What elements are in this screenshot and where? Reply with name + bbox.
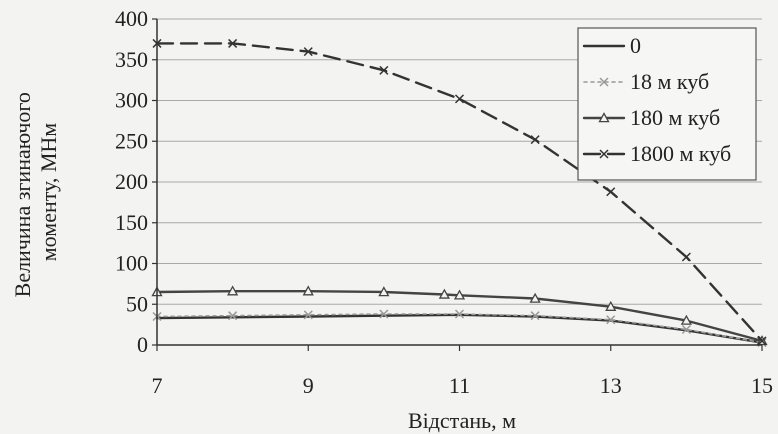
legend-item: 180 м куб: [582, 105, 720, 130]
data-point-triangle: [378, 286, 390, 297]
grid: [157, 18, 762, 305]
x-tick-label: 11: [449, 373, 470, 398]
data-point-triangle: [598, 112, 610, 123]
tick-labels: 0 50 100 150 200 250 300 350 400 7 9 11 13 15: [115, 6, 773, 398]
data-point-x-stroke: [681, 324, 691, 335]
data-point-x-stroke: [606, 315, 616, 325]
data-point-triangle: [227, 285, 239, 296]
axes: [152, 18, 763, 351]
data-point-x: [599, 77, 609, 87]
series-1: [152, 309, 767, 348]
legend-label: 180 м куб: [630, 105, 720, 130]
x-axis-label: Відстань, м: [408, 408, 516, 433]
data-point-triangle: [605, 300, 617, 311]
data-point-x: [599, 149, 609, 159]
data-point-x-stroke: [454, 309, 465, 319]
x-tick-label: 9: [303, 373, 314, 398]
series-lines: [151, 38, 768, 348]
legend-label: 18 м куб: [630, 69, 709, 94]
y-axis-label: Величина згинаючого моменту, МНм: [10, 87, 61, 298]
data-point-x-stroke: [530, 135, 540, 145]
data-point-x: [379, 65, 389, 75]
series-line: [155, 42, 764, 343]
y-axis-label-line-1: Величина згинаючого: [10, 92, 35, 297]
data-point-x-stroke: [379, 65, 389, 75]
legend-item: 1800 м куб: [582, 141, 731, 166]
data-point-triangle: [680, 314, 692, 325]
data-point-x-stroke: [757, 336, 767, 346]
data-point-x: [303, 310, 313, 320]
y-tick-label: 400: [115, 6, 148, 31]
data-point-x-stroke: [228, 311, 238, 321]
y-tick-label: 300: [115, 88, 148, 113]
data-point-x: [681, 324, 691, 335]
data-point-x: [228, 311, 238, 321]
legend-label: 1800 м куб: [630, 141, 731, 166]
data-point-x-stroke: [228, 38, 238, 48]
data-point-x-stroke: [454, 94, 465, 104]
x-tick-label: 15: [751, 373, 773, 398]
y-tick-label: 50: [126, 291, 148, 316]
x-tick-label: 13: [600, 373, 622, 398]
legend-item: 0: [582, 33, 641, 58]
data-point-x: [681, 252, 691, 262]
y-tick-label: 100: [115, 251, 148, 276]
data-point-x: [530, 135, 540, 145]
data-point-triangle: [453, 289, 466, 300]
series-3: [152, 38, 767, 346]
y-tick-label: 0: [137, 332, 148, 357]
data-point-triangle: [529, 292, 541, 303]
data-point-x-stroke: [599, 149, 609, 159]
data-point-x: [303, 47, 313, 57]
data-point-x-stroke: [681, 252, 691, 262]
legend: 0 18 м куб 180 м куб 1800 м куб: [577, 27, 757, 181]
y-tick-label: 150: [115, 210, 148, 235]
data-point-x: [228, 38, 238, 48]
legend-label: 0: [630, 33, 641, 58]
data-point-x: [757, 336, 767, 346]
data-point-x: [379, 309, 389, 319]
data-point-x-stroke: [303, 47, 313, 57]
legend-item: 18 м куб: [583, 69, 709, 94]
data-point-x: [530, 311, 540, 321]
data-point-x: [454, 309, 465, 319]
y-axis-label-line-2: моменту, МНм: [36, 123, 61, 262]
data-point-x: [606, 187, 616, 197]
data-point-x-stroke: [606, 187, 616, 197]
data-point-x: [606, 315, 616, 325]
data-point-x-stroke: [530, 311, 540, 321]
data-point-x: [454, 94, 465, 104]
data-point-triangle: [438, 288, 450, 299]
data-point-x-stroke: [303, 310, 313, 320]
y-tick-label: 350: [115, 47, 148, 72]
data-point-triangle: [302, 285, 314, 296]
series-line: [155, 290, 764, 343]
data-point-x-stroke: [379, 309, 389, 319]
x-tick-label: 7: [152, 373, 163, 398]
y-tick-label: 200: [115, 169, 148, 194]
y-tick-label: 250: [115, 128, 148, 153]
data-point-x-stroke: [599, 77, 609, 87]
